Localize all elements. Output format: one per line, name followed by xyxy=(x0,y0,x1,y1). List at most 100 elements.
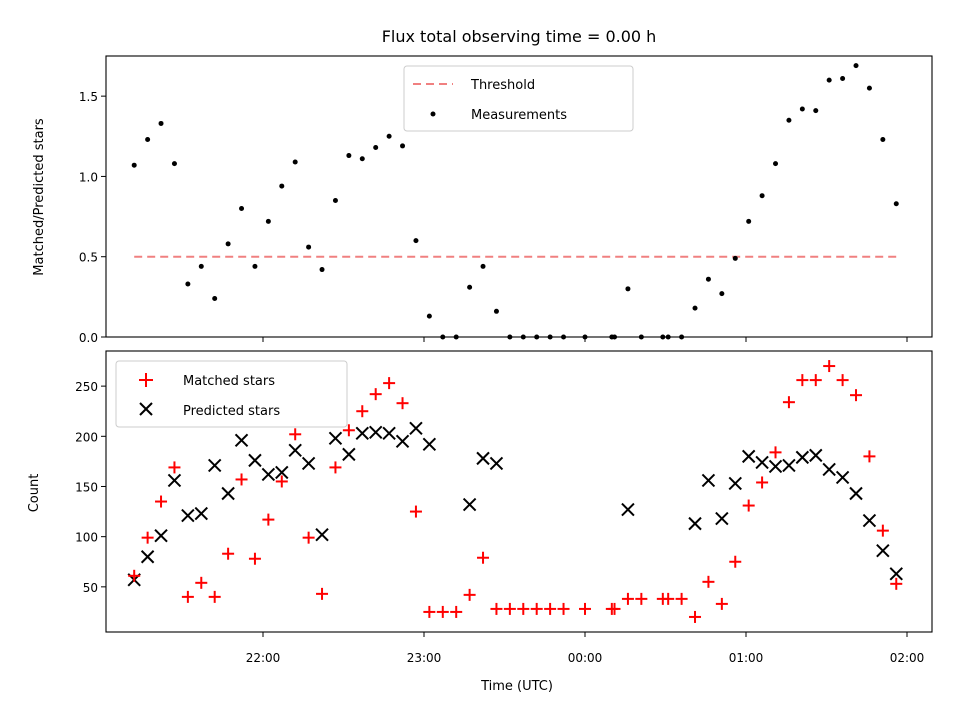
predicted-star-point xyxy=(288,443,302,458)
predicted-star-point xyxy=(849,486,863,501)
top-panel: 0.0 0.5 1.0 1.5 Matched/Predicted stars Thr… xyxy=(32,55,933,345)
bottom-legend: Matched stars Predicted stars xyxy=(115,360,348,428)
measurement-point xyxy=(732,255,738,261)
measurement-point xyxy=(171,161,177,167)
measurement-point xyxy=(400,143,406,149)
y-tick-label: 1.0 xyxy=(79,170,98,184)
measurement-point xyxy=(625,286,631,292)
matched-star-point xyxy=(544,602,557,615)
measurement-point xyxy=(480,263,486,269)
matched-star-point xyxy=(168,461,181,474)
predicted-star-point xyxy=(261,467,276,482)
matched-star-point xyxy=(823,360,836,373)
predicted-star-point xyxy=(328,431,343,446)
y-tick-label: 200 xyxy=(75,430,98,444)
predicted-star-point xyxy=(768,459,783,474)
matched-star-point xyxy=(530,602,543,615)
bottom-y-axis-label: Count xyxy=(27,474,42,513)
matched-star-point xyxy=(729,555,742,568)
top-y-axis-label: Matched/Predicted stars xyxy=(32,118,47,276)
matched-star-point xyxy=(262,513,275,526)
measurement-point xyxy=(426,313,432,319)
measurement-point xyxy=(705,276,711,282)
measurement-point xyxy=(880,136,886,142)
measurement-point xyxy=(359,156,365,162)
matched-star-point xyxy=(742,499,755,512)
matched-star-point xyxy=(383,377,396,390)
predicted-star-point xyxy=(315,527,329,542)
x-tick-label: 02:00 xyxy=(890,651,925,665)
matched-star-point xyxy=(796,374,809,387)
top-x-ticks xyxy=(262,337,908,342)
matched-star-point xyxy=(222,547,235,560)
predicted-star-point xyxy=(835,470,850,485)
predicted-star-point xyxy=(489,456,504,471)
measurement-point xyxy=(813,108,819,114)
measurement-point xyxy=(719,291,725,297)
chart-title: Flux total observing time = 0.00 h xyxy=(382,27,657,46)
matched-star-point xyxy=(890,577,903,590)
measurement-point xyxy=(746,218,752,224)
predicted-star-point xyxy=(342,447,356,462)
y-tick-label: 0.0 xyxy=(79,331,98,345)
y-tick-label: 150 xyxy=(75,480,98,494)
matched-star-point xyxy=(208,590,221,603)
measurement-point xyxy=(413,238,419,244)
measurements-legend-swatch xyxy=(430,111,436,117)
measurement-point xyxy=(346,153,352,159)
predicted-star-point xyxy=(621,502,635,517)
matched-star-point xyxy=(756,476,769,489)
measurements-legend-label: Measurements xyxy=(471,108,567,123)
measurement-point xyxy=(826,77,832,83)
bottom-x-ticks: 22:00 23:00 00:00 01:00 02:00 xyxy=(246,632,925,665)
x-tick-label: 01:00 xyxy=(729,651,764,665)
matched-star-point xyxy=(863,450,876,463)
y-tick-label: 50 xyxy=(83,581,98,595)
predicted-star-point xyxy=(154,528,168,543)
predicted-star-point xyxy=(809,448,823,463)
predicted-star-point xyxy=(181,508,195,523)
matched-star-point xyxy=(675,592,688,605)
x-tick-label: 00:00 xyxy=(568,651,603,665)
predicted-star-point xyxy=(382,426,396,440)
predicted-star-point xyxy=(140,550,155,564)
matched-star-point xyxy=(635,592,648,605)
matched-star-point xyxy=(608,602,621,615)
top-axes-frame xyxy=(105,55,933,338)
measurement-point xyxy=(853,63,859,69)
predicted-star-point xyxy=(368,425,383,439)
matched-star-point xyxy=(248,552,261,565)
measurement-point xyxy=(225,241,231,247)
predicted-star-point xyxy=(795,450,810,465)
predicted-star-point xyxy=(221,486,235,501)
predicted-star-point xyxy=(248,453,262,468)
matched-star-point xyxy=(782,396,795,409)
measurement-point xyxy=(239,206,245,212)
measurement-point xyxy=(279,183,285,189)
measurement-point xyxy=(131,162,137,168)
matched-star-point xyxy=(579,602,591,615)
y-tick-label: 250 xyxy=(75,380,98,394)
matched-star-point xyxy=(342,424,355,437)
threshold-legend-label: Threshold xyxy=(470,78,535,93)
measurement-point xyxy=(799,106,805,112)
measurement-point xyxy=(332,198,338,204)
bottom-axes-frame xyxy=(105,350,933,633)
matched-star-point xyxy=(436,605,449,618)
x-tick-label: 23:00 xyxy=(407,651,442,665)
matched-star-point xyxy=(409,505,422,518)
predicted-star-point xyxy=(728,476,742,491)
predicted-star-point xyxy=(301,456,316,471)
measurement-point xyxy=(185,281,191,287)
measurement-point xyxy=(212,295,218,301)
predicted-star-point xyxy=(715,511,729,526)
measurement-point xyxy=(319,267,325,273)
predicted-star-point xyxy=(194,506,208,521)
measurement-point xyxy=(373,145,379,151)
x-axis-label: Time (UTC) xyxy=(480,679,553,694)
measurement-point xyxy=(893,201,899,207)
matched-star-point xyxy=(876,524,889,537)
measurement-point xyxy=(292,159,298,165)
predicted-star-point xyxy=(476,451,490,466)
